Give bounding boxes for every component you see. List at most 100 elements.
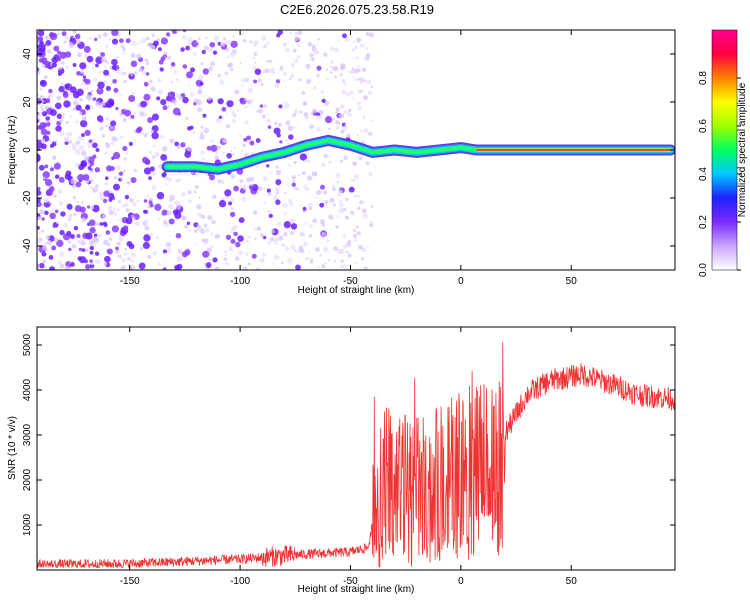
heatmap-speckle-dot: [82, 115, 87, 121]
heatmap-speckle-dot: [176, 256, 183, 262]
heatmap-speckle-dot: [321, 163, 325, 166]
heatmap-speckle-dot: [353, 233, 358, 238]
heatmap-speckle-dot: [118, 236, 124, 242]
heatmap-speckle-dot: [122, 156, 128, 162]
heatmap-speckle-dot: [174, 218, 177, 221]
heatmap-speckle-dot: [94, 251, 100, 256]
heatmap-speckle-dot: [127, 257, 131, 261]
heatmap-speckle-dot: [196, 45, 199, 48]
heatmap-speckle-dot: [355, 37, 361, 43]
heatmap-speckle-dot: [290, 63, 295, 68]
heatmap-speckle-dot: [76, 200, 79, 204]
heatmap-speckle-dot: [77, 173, 85, 182]
heatmap-speckle-dot: [197, 37, 201, 40]
heatmap-speckle-dot: [49, 167, 55, 172]
heatmap-speckle-dot: [241, 84, 244, 87]
heatmap-speckle-dot: [267, 191, 272, 196]
heatmap-speckle-dot: [112, 151, 121, 160]
heatmap-speckle-dot: [96, 87, 104, 95]
heatmap-speckle-dot: [112, 211, 118, 216]
heatmap-speckle-dot: [263, 44, 267, 49]
heatmap-speckle-dot: [141, 156, 149, 164]
heatmap-speckle-dot: [202, 68, 209, 75]
heatmap-speckle-dot: [102, 221, 107, 226]
heatmap-speckle-dot: [301, 232, 306, 237]
heatmap-speckle-dot: [335, 173, 341, 178]
heatmap-speckle-dot: [68, 247, 72, 252]
heatmap-speckle-dot: [139, 247, 144, 251]
heatmap-speckle-dot: [130, 114, 135, 119]
heatmap-speckle-dot: [84, 167, 87, 170]
heatmap-speckle-dot: [43, 123, 47, 127]
heatmap-speckle-dot: [163, 220, 168, 225]
heatmap-speckle-dot: [37, 197, 41, 203]
heatmap-speckle-dot: [264, 68, 270, 74]
x-tick-label: -100: [230, 576, 250, 587]
heatmap-speckle-dot: [104, 182, 108, 186]
heatmap-speckle-dot: [41, 217, 45, 221]
heatmap-speckle-dot: [320, 90, 325, 94]
heatmap-speckle-dot: [39, 262, 45, 269]
heatmap-speckle-dot: [103, 262, 108, 266]
heatmap-speckle-dot: [52, 139, 55, 142]
heatmap-speckle-dot: [72, 63, 77, 67]
y-tick-label: -40: [22, 238, 33, 253]
heatmap-speckle-dot: [217, 73, 222, 78]
heatmap-speckle-dot: [323, 52, 328, 57]
heatmap-speckle-dot: [166, 210, 172, 216]
heatmap-speckle-dot: [253, 227, 257, 231]
heatmap-speckle-dot: [226, 152, 232, 159]
heatmap-speckle: [37, 30, 375, 270]
heatmap-speckle-dot: [202, 94, 206, 98]
heatmap-speckle-dot: [163, 51, 168, 56]
heatmap-speckle-dot: [49, 109, 57, 117]
heatmap-speckle-dot: [182, 64, 188, 69]
heatmap-speckle-dot: [294, 36, 300, 42]
heatmap-speckle-dot: [133, 71, 138, 75]
heatmap-speckle-dot: [357, 101, 362, 106]
heatmap-speckle-dot: [334, 75, 338, 79]
heatmap-speckle-dot: [161, 209, 168, 216]
heatmap-speckle-dot: [230, 238, 236, 244]
heatmap-speckle-dot: [138, 262, 146, 270]
heatmap-speckle-dot: [307, 159, 311, 163]
heatmap-speckle-dot: [277, 30, 284, 35]
heatmap-speckle-dot: [329, 46, 335, 52]
heatmap-speckle-dot: [284, 107, 287, 110]
heatmap-speckle-dot: [144, 113, 148, 117]
heatmap-speckle-dot: [143, 93, 151, 101]
heatmap-speckle-dot: [200, 125, 204, 129]
heatmap-speckle-dot: [370, 119, 374, 123]
heatmap-speckle-dot: [185, 71, 194, 79]
heatmap-speckle-dot: [56, 32, 60, 36]
heatmap-speckle-dot: [269, 67, 275, 74]
heatmap-speckle-dot: [116, 137, 120, 141]
heatmap-speckle-dot: [156, 236, 159, 239]
x-tick-label: -150: [120, 576, 140, 587]
snr-x-label: Height of straight line (km): [298, 584, 415, 595]
heatmap-speckle-dot: [65, 120, 69, 125]
heatmap-speckle-dot: [123, 80, 126, 83]
heatmap-speckle-dot: [59, 131, 65, 137]
heatmap-speckle-dot: [85, 248, 89, 252]
heatmap-speckle-dot: [290, 223, 298, 230]
heatmap-speckle-dot: [125, 38, 131, 44]
heatmap-panel: -150 -100 -50 0 50 -40 -20 0 20 40 Height of str…: [7, 29, 676, 296]
heatmap-speckle-dot: [143, 234, 151, 242]
heatmap-speckle-dot: [284, 102, 291, 109]
heatmap-speckle-dot: [172, 209, 179, 216]
heatmap-speckle-dot: [209, 260, 213, 264]
heatmap-speckle-dot: [224, 253, 228, 257]
heatmap-speckle-dot: [156, 38, 160, 42]
heatmap-speckle-dot: [317, 265, 321, 269]
heatmap-speckle-dot: [338, 202, 344, 208]
heatmap-speckle-dot: [346, 92, 350, 97]
heatmap-speckle-dot: [54, 237, 59, 243]
heatmap-speckle-dot: [37, 36, 44, 42]
heatmap-speckle-dot: [108, 38, 112, 41]
heatmap-speckle-dot: [247, 100, 252, 105]
heatmap-speckle-dot: [110, 120, 117, 127]
heatmap-speckle-dot: [259, 104, 264, 108]
heatmap-speckle-dot: [178, 95, 184, 101]
heatmap-speckle-dot: [335, 125, 340, 130]
